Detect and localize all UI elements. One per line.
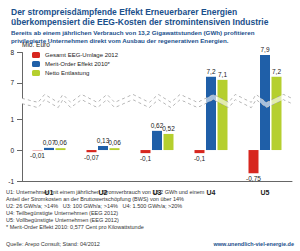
svg-text:U1: Unternehmen mit einem jähr: U1: Unternehmen mit einem jährlichen Str… [6, 189, 205, 195]
svg-text:U1: U1 [45, 189, 54, 196]
svg-text:-1: -1 [8, 178, 14, 185]
svg-text:-0,1: -0,1 [194, 155, 206, 162]
svg-text:7,2: 7,2 [206, 68, 215, 75]
svg-text:Anteil der Stromkosten an der: Anteil der Stromkosten an der Bruttowert… [6, 196, 184, 202]
svg-text:* Merit-Order Effekt 2010: 0,5: * Merit-Order Effekt 2010: 0,577 Cent pr… [6, 224, 144, 230]
svg-text:U4: Teilbegünstigte Unternehme: U4: Teilbegünstigte Unternehmen (EEG 201… [6, 210, 118, 216]
svg-text:7,9: 7,9 [260, 46, 269, 53]
svg-text:1: 1 [10, 116, 14, 123]
svg-text:Bereits ab einem jährlichen Ve: Bereits ab einem jährlichen Verbrauch vo… [11, 29, 256, 36]
svg-text:Mio. Euro: Mio. Euro [22, 41, 50, 48]
svg-text:0,06: 0,06 [54, 139, 67, 146]
svg-text:Netto Entlastung: Netto Entlastung [45, 70, 89, 76]
svg-text:7: 7 [10, 79, 14, 86]
svg-text:U5: U5 [261, 189, 270, 196]
svg-text:privilegierte Unternehmen dire: privilegierte Unternehmen direkt vom Aus… [11, 37, 229, 44]
svg-text:Merit-Order Effekt 2010*: Merit-Order Effekt 2010* [45, 61, 111, 67]
svg-text:0,07: 0,07 [42, 138, 56, 146]
svg-text:-0,07: -0,07 [84, 154, 99, 161]
svg-text:Der strompreisdämpfende Effekt: Der strompreisdämpfende Effekt Erneuerba… [11, 7, 240, 17]
svg-text:-0,75: -0,75 [246, 175, 261, 182]
svg-text:0,62: 0,62 [150, 121, 164, 129]
svg-text:U4: U4 [207, 189, 216, 196]
svg-text:-0,01: -0,01 [30, 152, 45, 159]
svg-text:überkompensiert die EEG-Kosten: überkompensiert die EEG-Kosten der strom… [11, 17, 269, 27]
svg-text:Quelle: Arepo Consult; Stand:: Quelle: Arepo Consult; Stand: 04/2012 [6, 241, 100, 247]
svg-text:U3: U3 [153, 189, 162, 196]
svg-text:U2: 26 GWh/a; >14% U3: 100 G: U2: 26 GWh/a; >14% U3: 100 GWh/a; >14% U… [6, 203, 182, 209]
svg-text:U5: Vollbegünstigte Unternehme: U5: Vollbegünstigte Unternehmen (EEG 201… [6, 217, 119, 223]
svg-text:7,2: 7,2 [272, 68, 281, 75]
svg-text:0,13: 0,13 [96, 137, 110, 144]
svg-text:0: 0 [10, 147, 14, 154]
svg-text:-0,1: -0,1 [140, 155, 152, 162]
svg-text:0,06: 0,06 [108, 139, 121, 146]
svg-text:U2: U2 [99, 189, 108, 196]
svg-text:8: 8 [10, 49, 14, 56]
svg-text:Gesamt EEG-Umlage 2012: Gesamt EEG-Umlage 2012 [45, 52, 119, 58]
svg-text:www.unendlich-viel-energie.de: www.unendlich-viel-energie.de [213, 241, 294, 247]
svg-text:0,52: 0,52 [162, 125, 175, 132]
svg-text:7,1: 7,1 [218, 71, 227, 78]
